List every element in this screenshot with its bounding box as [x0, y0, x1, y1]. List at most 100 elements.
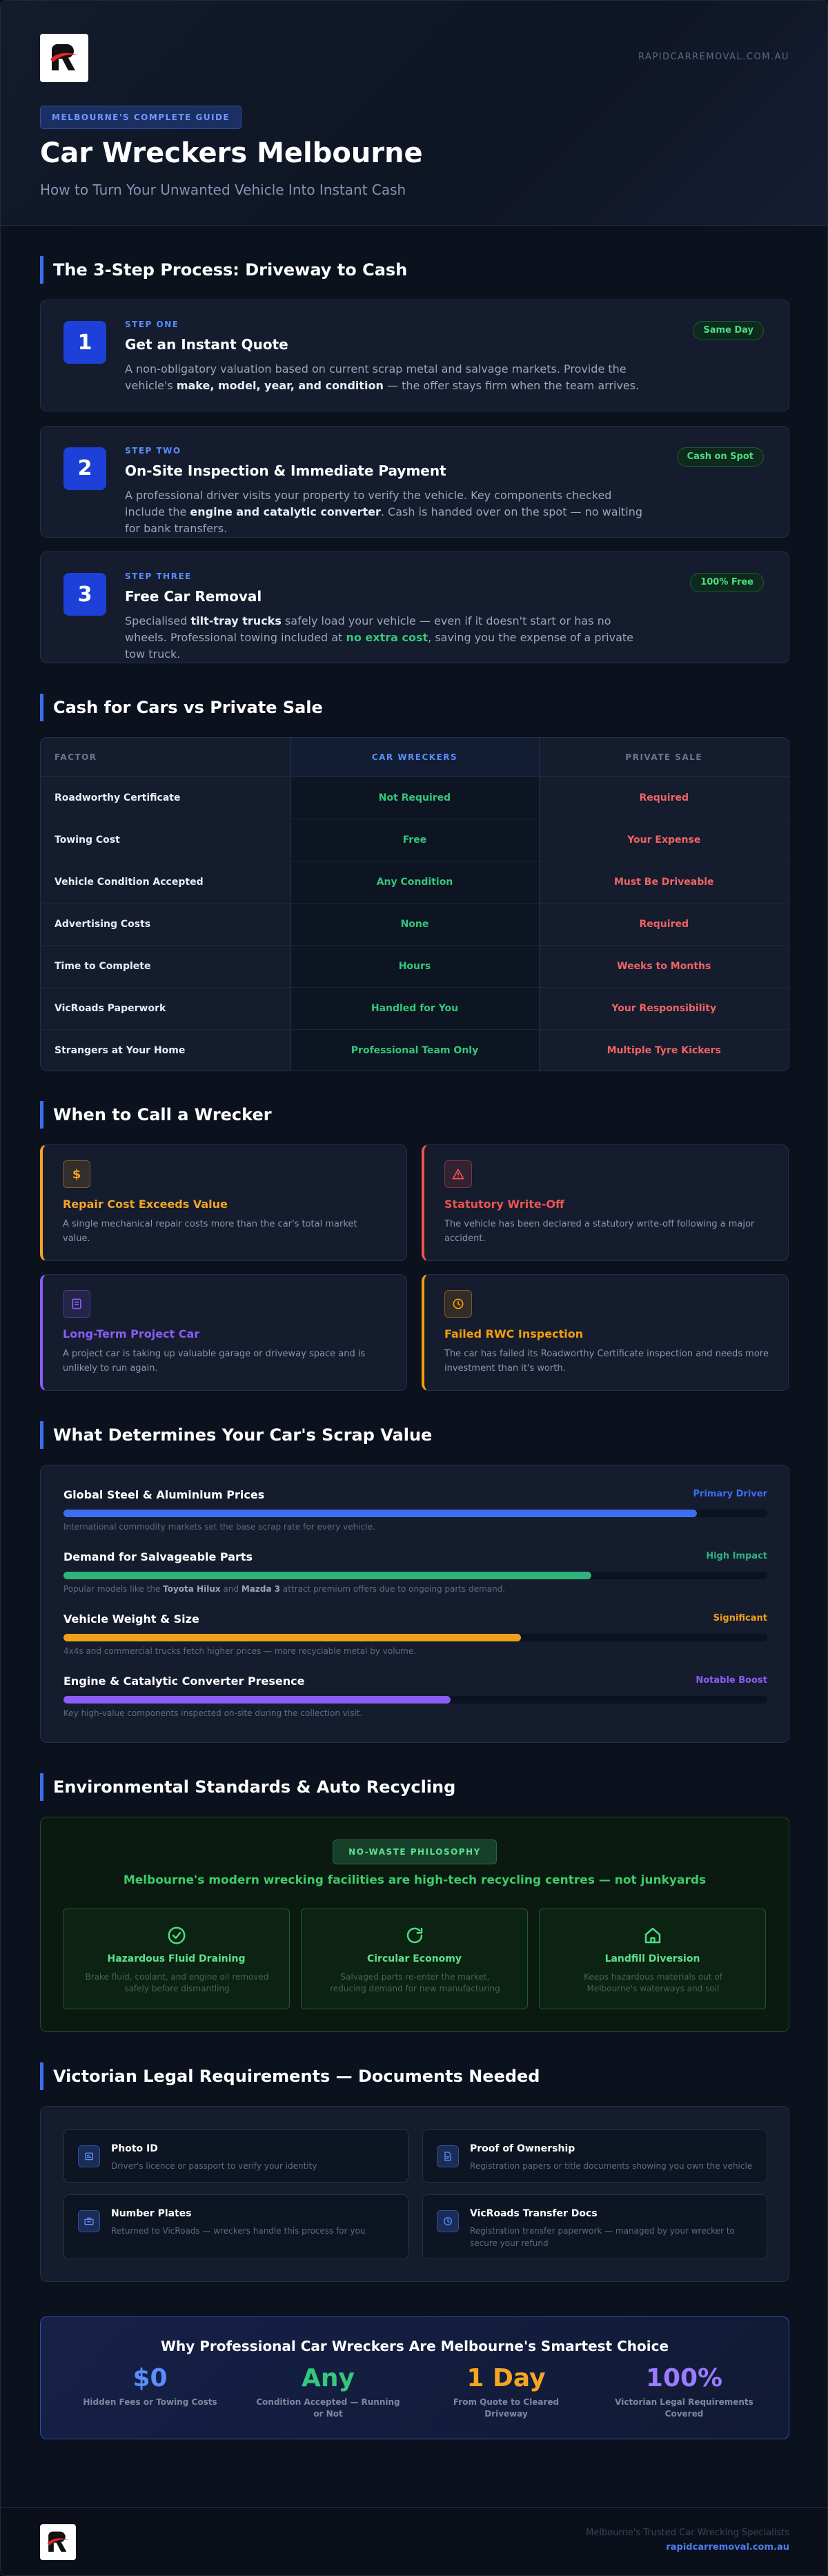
bar: [63, 1634, 521, 1641]
reason-card: Failed RWC Inspection The car has failed …: [422, 1274, 789, 1391]
reason-title: Repair Cost Exceeds Value: [63, 1198, 228, 1211]
icon: [457, 1300, 461, 1306]
table-row: Roadworthy Certificate Not Required Requir…: [41, 776, 789, 819]
environment-badge: NO-WASTE PHILOSOPHY: [333, 1840, 497, 1864]
stat-label: Victorian Legal Requirements Covered: [615, 2397, 753, 2419]
environment-panel: NO-WASTE PHILOSOPHY Melbourne's modern wr…: [40, 1817, 789, 2032]
icon: [85, 2152, 93, 2160]
reason-description: A single mechanical repair costs more th…: [63, 1219, 357, 1244]
logo-mark: [47, 2531, 69, 2552]
icon: [406, 1927, 422, 1944]
reason-card: Long-Term Project Car A project car is ta…: [40, 1274, 407, 1391]
environment-tagline: Melbourne's modern wrecking facilities a…: [123, 1873, 707, 1887]
table-cell: Required: [539, 902, 789, 945]
document-description: Registration transfer paperwork — manage…: [470, 2226, 735, 2248]
stat-value: Any: [302, 2364, 355, 2392]
subtitle: How to Turn Your Unwanted Vehicle Into I…: [40, 182, 406, 198]
document-description: Driver's licence or passport to verify y…: [111, 2161, 317, 2171]
table-cell: Towing Cost: [41, 818, 290, 861]
reason-icon: [63, 1290, 90, 1318]
footer-site: rapidcarremoval.com.au: [666, 2542, 789, 2553]
table-cell: Professional Team Only: [290, 1028, 540, 1071]
table-cell: Hours: [290, 944, 540, 987]
factor-tag: Primary Driver: [693, 1489, 768, 1499]
logo-mark: [50, 43, 78, 70]
bar: [63, 1572, 591, 1579]
text-segment: Popular models like the: [63, 1584, 164, 1594]
icon: [444, 2151, 451, 2161]
document-description: Registration papers or title documents s…: [470, 2161, 753, 2171]
table-cell: None: [290, 902, 540, 945]
factor-tag: Notable Boost: [696, 1675, 767, 1686]
bar: [63, 1510, 697, 1517]
step-label: STEP TWO: [125, 445, 181, 456]
table-cell: Your Expense: [539, 818, 789, 861]
step-card: 2 STEP TWO On-Site Inspection & Immediate …: [40, 425, 789, 538]
environment-description: Salvaged parts re-enter the market, redu…: [330, 1972, 500, 1993]
step-card: 1 STEP ONE Get an Instant Quote Same Day A n…: [40, 300, 789, 411]
stat-value: 1 Day: [466, 2364, 546, 2392]
column-header: CAR WRECKERS: [290, 738, 540, 777]
document-title: Photo ID: [111, 2143, 158, 2154]
reason-title: Failed RWC Inspection: [444, 1327, 584, 1340]
icon: [85, 2152, 93, 2160]
text-segment: — the offer stays firm when the team arr…: [383, 379, 640, 392]
text-segment: Key high-value components inspected on-s…: [63, 1708, 363, 1718]
section-heading: What Determines Your Car's Scrap Value: [40, 1421, 789, 1449]
text-segment: tilt-tray trucks: [190, 614, 282, 627]
section-heading: Cash for Cars vs Private Sale: [40, 694, 789, 721]
table-row: Strangers at Your Home Professional Team …: [41, 1028, 789, 1071]
logo: [40, 34, 88, 82]
icon: [84, 2218, 94, 2225]
stat-value: 100%: [645, 2364, 723, 2392]
stat: Any Condition Accepted — Running or Not: [244, 2364, 413, 2420]
step-description: A non-obligatory valuation based on curr…: [125, 361, 649, 394]
text-segment: and: [220, 1584, 241, 1594]
section-heading: When to Call a Wrecker: [40, 1101, 789, 1129]
environment-item: Hazardous Fluid Draining Brake fluid, coo…: [63, 1909, 290, 2009]
icon: [87, 2217, 91, 2223]
stat: $0 Hidden Fees or Towing Costs: [66, 2364, 235, 2408]
table-cell: Weeks to Months: [539, 944, 789, 987]
environment-item: Circular Economy Salvaged parts re-enter …: [301, 1909, 528, 2009]
environment-item: Landfill Diversion Keeps hazardous materi…: [539, 1909, 766, 2009]
footer-tagline: Melbourne's Trusted Car Wrecking Special…: [586, 2528, 789, 2538]
environment-description: Brake fluid, coolant, and engine oil rem…: [85, 1972, 269, 1993]
reason-title: Long-Term Project Car: [63, 1327, 200, 1340]
icon: [406, 1927, 422, 1944]
table-cell: Free: [290, 818, 540, 861]
header-row: FACTOR CAR WRECKERS PRIVATE SALE: [41, 738, 789, 777]
factor: Vehicle Weight & Size Significant 4x4s and…: [63, 1612, 767, 1661]
stat-label: From Quote to Cleared Driveway: [453, 2397, 560, 2419]
icon: [446, 2156, 450, 2159]
factor: Demand for Salvageable Parts High Impact P…: [63, 1550, 767, 1599]
table-cell: Vehicle Condition Accepted: [41, 860, 290, 903]
logo-swoosh: [50, 52, 78, 62]
text-segment: 4x4s and commercial trucks fetch higher …: [63, 1646, 417, 1656]
document-item: Number Plates Returned to VicRoads — wrec…: [63, 2194, 408, 2259]
environment-title: Landfill Diversion: [604, 1953, 700, 1964]
factor-tag: Significant: [713, 1613, 767, 1623]
factor-tag: High Impact: [706, 1551, 767, 1561]
reason-description: The vehicle has been declared a statutor…: [444, 1219, 755, 1244]
footer: Melbourne's Trusted Car Wrecking Special…: [1, 2507, 827, 2575]
bar-track: [63, 1634, 767, 1641]
step-title: Free Car Removal: [125, 588, 262, 605]
step-badge: 100% Free: [690, 573, 764, 592]
text-segment: Toyota Hilux: [163, 1584, 221, 1594]
step-label: STEP ONE: [125, 320, 179, 329]
icon: [444, 2151, 451, 2161]
table-row: Towing Cost Free Your Expense: [41, 818, 789, 861]
step-title: On-Site Inspection & Immediate Payment: [125, 462, 446, 479]
step-badge: Same Day: [693, 321, 764, 340]
factor-title: Vehicle Weight & Size: [63, 1612, 199, 1626]
table-row: Vehicle Condition Accepted Any Condition M…: [41, 860, 789, 903]
step-description: A professional driver visits your proper…: [125, 487, 649, 537]
bar-track: [63, 1510, 767, 1517]
footer-logo: [40, 2524, 76, 2560]
text-segment: make, model, year, and condition: [176, 379, 384, 392]
environment-description: Keeps hazardous materials out of Melbour…: [584, 1972, 722, 1993]
icon: [452, 1169, 464, 1180]
icon: [644, 1927, 660, 1944]
comparison-table: FACTOR CAR WRECKERS PRIVATE SALE Roadworthy…: [40, 737, 789, 1071]
